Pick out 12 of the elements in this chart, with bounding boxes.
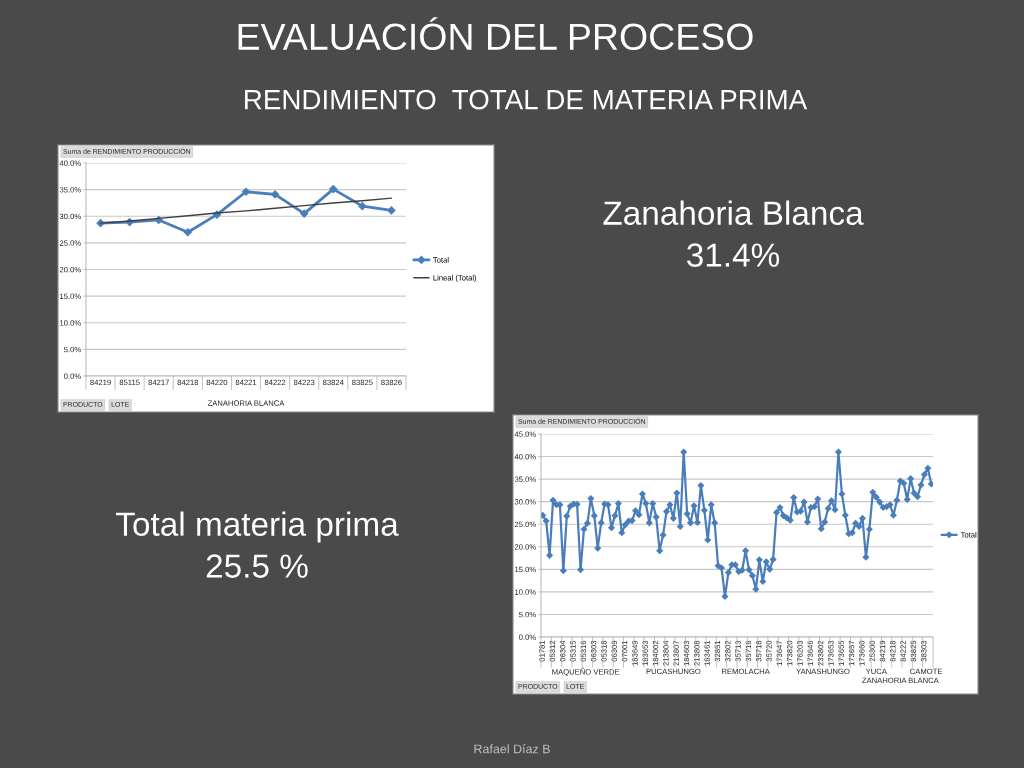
text: Total materia prima 25.5 % [116,511,399,578]
point [358,202,367,211]
text: RENDIMIENTO TOTAL DE MATERIA PRIMA [245,89,808,110]
point [300,209,309,218]
text: Rafael Díaz B [474,744,550,754]
point [183,228,192,237]
point [329,185,338,194]
point [387,206,396,215]
text: Zanahoria Blanca 31.4% [603,200,864,267]
text: EVALUACIÓN DEL PROCESO [238,17,753,51]
point [271,190,280,199]
point [241,187,251,196]
